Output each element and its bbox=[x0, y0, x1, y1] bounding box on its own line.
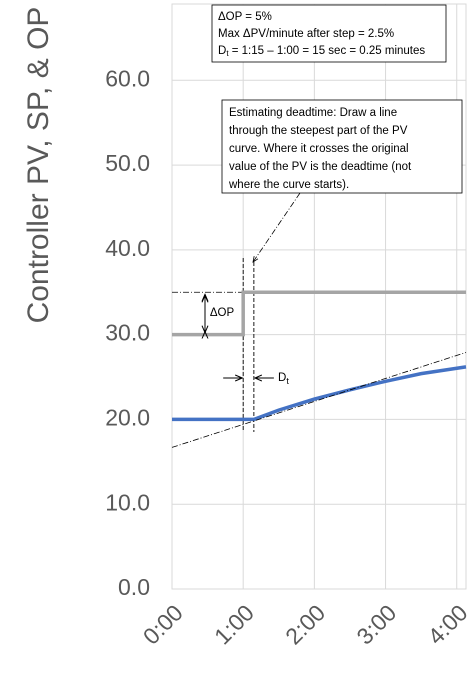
info-line: ΔOP = 5% bbox=[218, 11, 272, 23]
dt-main: D bbox=[278, 372, 286, 384]
y-tick-label: 20.0 bbox=[105, 405, 150, 431]
info-line: Dt = 1:15 – 1:00 = 15 sec = 0.25 minutes bbox=[218, 45, 425, 58]
x-tick-label: 2:00 bbox=[280, 599, 330, 649]
info-box bbox=[211, 4, 447, 63]
note-line: through the steepest part of the PV bbox=[229, 125, 408, 137]
info-rest: = 1:15 – 1:00 = 15 sec = 0.25 minutes bbox=[229, 45, 426, 57]
y-tick-label: 10.0 bbox=[105, 489, 150, 515]
y-tick-label: 0.0 bbox=[118, 574, 150, 600]
info-line: Max ΔPV/minute after step = 2.5% bbox=[218, 28, 394, 40]
note-line: curve. Where it crosses the original bbox=[229, 143, 409, 155]
series-line bbox=[172, 365, 467, 422]
y-tick-label: 60.0 bbox=[105, 65, 150, 91]
note-box bbox=[221, 99, 463, 194]
note-line: value of the PV is the deadtime (not bbox=[229, 161, 412, 173]
dt-label: Dt bbox=[278, 372, 289, 386]
y-tick-label: 50.0 bbox=[105, 150, 150, 176]
note-line: where the curve starts). bbox=[228, 179, 349, 191]
dt-sub: t bbox=[286, 376, 289, 386]
x-tick-label: 0:00 bbox=[138, 599, 188, 649]
delta-op-label: ΔOP bbox=[210, 307, 235, 319]
x-tick-label: 1:00 bbox=[209, 599, 259, 649]
info-main: D bbox=[218, 45, 226, 57]
note-line: Estimating deadtime: Draw a line bbox=[229, 107, 397, 119]
info-sub: t bbox=[226, 49, 229, 58]
y-axis-title: Controller PV, SP, & OP bbox=[22, 7, 55, 324]
y-tick-label: 40.0 bbox=[105, 235, 150, 261]
callout-line bbox=[253, 192, 301, 262]
x-tick-label: 3:00 bbox=[351, 599, 401, 649]
plot-area bbox=[171, 3, 467, 590]
x-tick-label: 4:00 bbox=[423, 599, 473, 649]
label-bg bbox=[206, 303, 238, 323]
tangent-line bbox=[171, 352, 467, 448]
y-tick-label: 30.0 bbox=[105, 320, 150, 346]
